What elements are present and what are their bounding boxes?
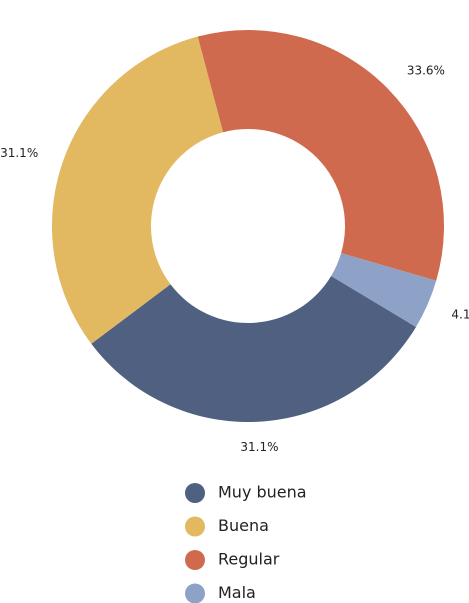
- donut-segment: [197, 29, 444, 281]
- value-label: 31.1%: [0, 146, 38, 160]
- legend-label: Muy buena: [218, 483, 307, 502]
- legend-swatch: [185, 583, 205, 603]
- legend-swatch: [185, 483, 205, 503]
- legend-label: Regular: [218, 550, 280, 569]
- donut-segment: [52, 36, 224, 344]
- value-label: 4.1%: [451, 307, 469, 321]
- value-label: 33.6%: [407, 63, 445, 77]
- legend-label: Buena: [218, 516, 269, 535]
- legend-label: Mala: [218, 583, 256, 602]
- legend-swatch: [185, 516, 205, 537]
- value-label: 31.1%: [240, 440, 278, 454]
- legend-swatch: [185, 550, 205, 570]
- donut-segment: [331, 253, 437, 327]
- donut-segment: [91, 275, 417, 423]
